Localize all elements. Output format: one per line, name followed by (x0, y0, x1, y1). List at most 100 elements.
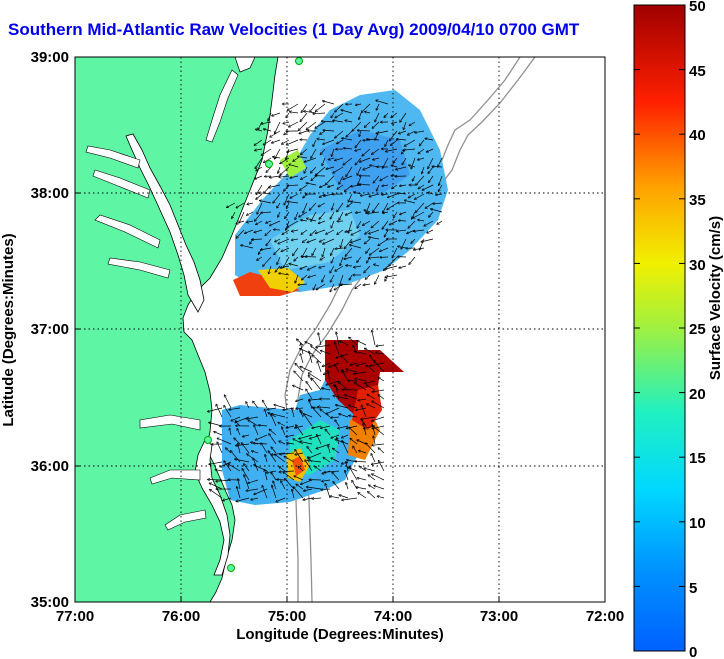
velocity-arrow (328, 184, 335, 187)
velocity-arrow (237, 487, 241, 499)
velocity-arrow (349, 337, 358, 346)
velocity-arrow (373, 175, 380, 183)
velocity-arrow (350, 362, 358, 365)
velocity-arrow (355, 148, 362, 151)
velocity-arrow (235, 459, 250, 463)
velocity-arrow (335, 157, 344, 160)
velocity-arrow (330, 496, 340, 499)
velocity-arrow (265, 470, 268, 481)
velocity-arrow (227, 202, 236, 207)
velocity-arrow (335, 342, 340, 355)
velocity-arrow (323, 101, 335, 105)
velocity-arrow (374, 486, 385, 490)
velocity-arrow (310, 434, 322, 439)
velocity-arrow (346, 483, 349, 490)
velocity-arrow (311, 148, 317, 158)
velocity-arrow (322, 480, 331, 481)
velocity-arrow (365, 238, 371, 244)
velocity-arrow (256, 193, 263, 199)
velocity-arrow (398, 246, 407, 249)
velocity-arrow (335, 248, 344, 249)
radar-station (265, 160, 273, 168)
velocity-arrow (271, 452, 286, 455)
velocity-arrow (307, 447, 313, 454)
velocity-arrow (335, 112, 344, 118)
velocity-arrow (404, 139, 416, 146)
velocity-arrow (339, 414, 349, 418)
velocity-arrow (303, 238, 308, 242)
lat-tick-label: 39:00 (31, 49, 69, 66)
velocity-arrow (369, 485, 376, 490)
velocity-arrow (383, 202, 389, 213)
velocity-arrow (437, 220, 443, 224)
velocity-arrow (304, 414, 313, 427)
velocity-arrow (300, 442, 313, 445)
velocity-arrow (363, 166, 371, 170)
velocity-arrow (300, 265, 308, 269)
velocity-arrow (365, 229, 371, 234)
velocity-arrow (210, 483, 223, 490)
velocity-arrow (274, 230, 281, 231)
velocity-arrow (266, 220, 272, 223)
velocity-arrow (276, 497, 286, 502)
x-axis-label: Longitude (Degrees:Minutes) (236, 626, 444, 643)
lon-tick-label: 72:00 (586, 608, 624, 625)
velocity-arrow (331, 112, 335, 118)
velocity-arrow (287, 220, 299, 227)
velocity-arrow (331, 434, 340, 438)
velocity-arrow (330, 274, 335, 282)
velocity-arrow (357, 256, 362, 262)
velocity-arrow (244, 475, 250, 490)
velocity-arrow (313, 139, 317, 146)
velocity-arrow (316, 103, 326, 111)
velocity-arrow (252, 239, 263, 240)
velocity-arrow (312, 407, 322, 418)
velocity-arrow (335, 130, 344, 138)
velocity-arrow (317, 361, 322, 373)
velocity-arrow (421, 238, 434, 242)
velocity-arrow (365, 121, 371, 127)
velocity-arrow (418, 157, 425, 160)
velocity-arrow (346, 369, 358, 373)
velocity-arrow (360, 467, 367, 472)
velocity-arrow (299, 121, 308, 130)
velocity-arrow (409, 256, 416, 264)
colorbar-tick-label: 45 (689, 63, 706, 80)
velocity-arrow (215, 470, 223, 471)
velocity-arrow (360, 157, 371, 162)
velocity-arrow (383, 157, 389, 168)
velocity-arrow (322, 362, 331, 366)
velocity-arrow (328, 445, 331, 454)
colorbar-tick-label: 5 (689, 580, 697, 597)
velocity-arrow (300, 354, 304, 364)
velocity-arrow (352, 121, 362, 131)
velocity-arrow (357, 341, 367, 346)
velocity-arrow (256, 220, 263, 225)
velocity-arrow (271, 414, 277, 427)
velocity-arrow (309, 373, 322, 382)
velocity-arrow (387, 202, 398, 210)
velocity-arrow (411, 238, 416, 243)
velocity-arrow (253, 401, 259, 409)
velocity-arrow (389, 256, 398, 266)
velocity-arrow (308, 274, 317, 277)
velocity-arrow (382, 194, 389, 195)
velocity-arrow (376, 353, 385, 355)
velocity-arrow (295, 425, 304, 428)
velocity-arrow (436, 194, 443, 195)
velocity-arrow (345, 121, 353, 123)
velocity-arrow (355, 283, 362, 288)
velocity-arrow (372, 443, 385, 445)
velocity-arrow (279, 273, 290, 276)
velocity-arrow (263, 139, 272, 145)
velocity-arrow (372, 389, 385, 392)
velocity-arrow (311, 346, 322, 355)
velocity-arrow (340, 341, 349, 346)
velocity-arrow (411, 157, 416, 169)
velocity-arrow (331, 417, 340, 418)
velocity-arrow (282, 229, 290, 234)
velocity-arrow (303, 497, 313, 500)
velocity-arrow (301, 103, 308, 112)
velocity-arrow (429, 175, 434, 182)
velocity-arrow (287, 443, 295, 444)
